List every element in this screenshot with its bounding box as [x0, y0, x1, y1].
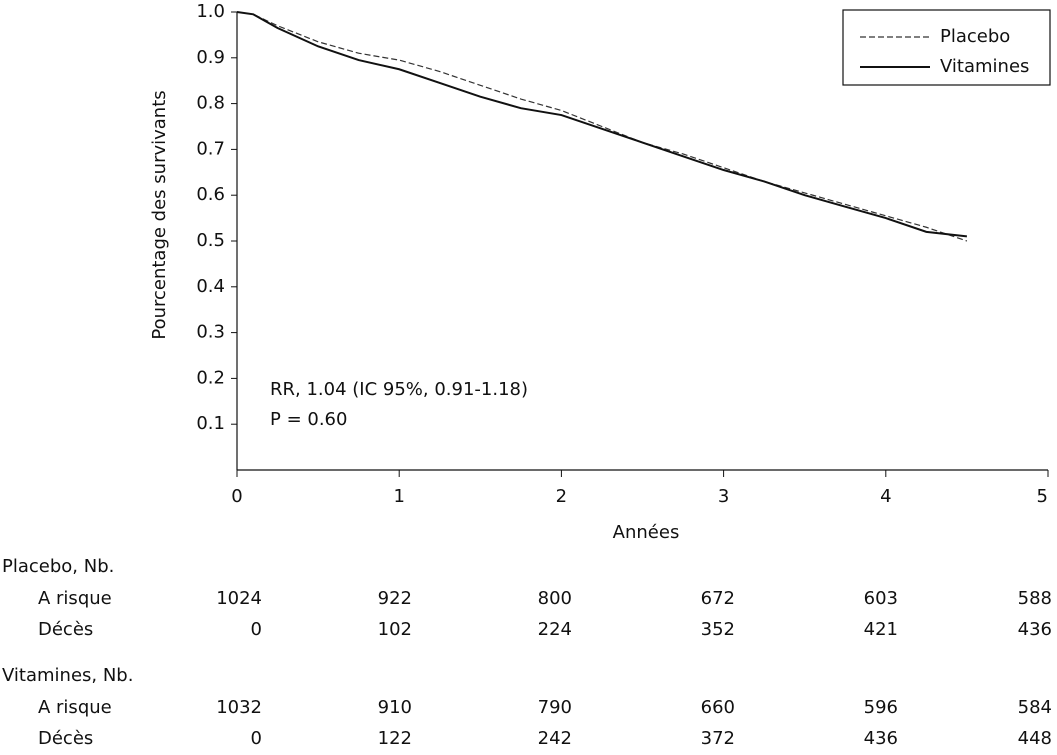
- risk-value: 0: [251, 619, 262, 640]
- risk-value: 1032: [216, 697, 262, 718]
- x-tick-label: 3: [718, 486, 729, 507]
- x-axis-label: Années: [613, 522, 680, 543]
- risk-value: 372: [701, 728, 735, 749]
- y-tick-label: 0.9: [196, 47, 225, 68]
- risk-row-label: A risque: [38, 697, 112, 718]
- survival-curve: [236, 11, 968, 238]
- y-tick-label: 0.6: [196, 184, 225, 205]
- x-tick-label: 2: [556, 486, 567, 507]
- x-tick-label: 0: [231, 486, 242, 507]
- risk-value: 596: [864, 697, 898, 718]
- risk-value: 790: [538, 697, 572, 718]
- y-axis-label: Pourcentage des survivants: [149, 90, 170, 339]
- risk-value: 436: [864, 728, 898, 749]
- risk-row-label: Décès: [38, 728, 93, 749]
- y-tick-label: 0.7: [196, 138, 225, 159]
- risk-value: 660: [701, 697, 735, 718]
- risk-value: 122: [378, 728, 412, 749]
- risk-value: 1024: [216, 588, 262, 609]
- risk-row-label: A risque: [38, 588, 112, 609]
- risk-value: 672: [701, 588, 735, 609]
- x-tick-label: 5: [1037, 486, 1048, 507]
- y-tick-label: 0.1: [196, 413, 225, 434]
- risk-value: 352: [701, 619, 735, 640]
- risk-value: 800: [538, 588, 572, 609]
- y-tick-label: 1.0: [196, 1, 225, 22]
- risk-row-label: Décès: [38, 619, 93, 640]
- risk-value: 224: [538, 619, 572, 640]
- risk-value: 922: [378, 588, 412, 609]
- risk-value: 603: [864, 588, 898, 609]
- risk-value: 588: [1018, 588, 1052, 609]
- risk-value: 910: [378, 697, 412, 718]
- legend: [842, 9, 1051, 86]
- risk-value: 242: [538, 728, 572, 749]
- y-tick-label: 0.3: [196, 322, 225, 343]
- risk-value: 436: [1018, 619, 1052, 640]
- risk-value: 0: [251, 728, 262, 749]
- y-tick-label: 0.2: [196, 367, 225, 388]
- annotation: P = 0.60: [270, 409, 347, 430]
- risk-value: 448: [1018, 728, 1052, 749]
- y-tick-label: 0.4: [196, 276, 225, 297]
- y-tick-label: 0.8: [196, 93, 225, 114]
- risk-value: 102: [378, 619, 412, 640]
- y-tick-label: 0.5: [196, 230, 225, 251]
- x-tick-label: 4: [880, 486, 891, 507]
- x-tick-label: 1: [393, 486, 404, 507]
- legend-label: Placebo: [940, 26, 1010, 47]
- risk-value: 421: [864, 619, 898, 640]
- legend-label: Vitamines: [940, 56, 1029, 77]
- risk-value: 584: [1018, 697, 1052, 718]
- risk-group-title: Placebo, Nb.: [2, 556, 114, 577]
- survival-curve: [236, 11, 968, 242]
- risk-group-title: Vitamines, Nb.: [2, 665, 133, 686]
- annotation: RR, 1.04 (IC 95%, 0.91-1.18): [270, 379, 528, 400]
